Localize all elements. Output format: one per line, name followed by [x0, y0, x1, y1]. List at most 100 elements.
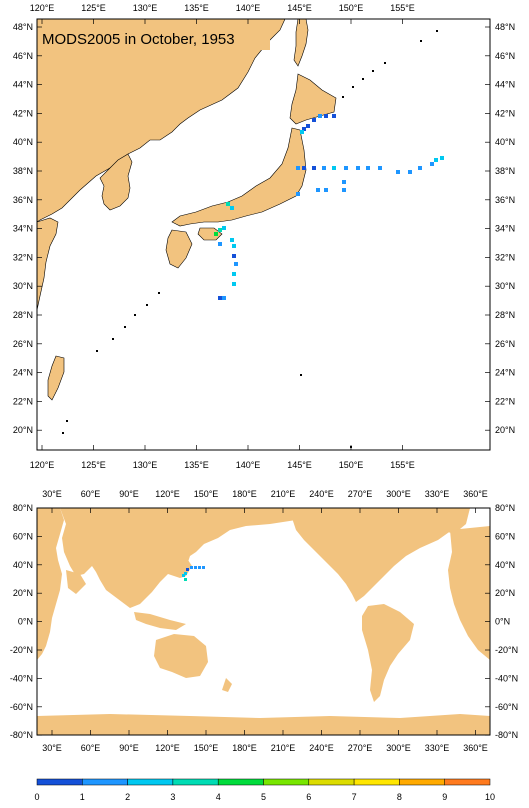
top-lon-label: 145°E: [287, 3, 312, 13]
observation-cell: [198, 566, 201, 569]
bottom-lon-label: 180°E: [232, 489, 257, 499]
top-lon-label: 120°E: [30, 460, 55, 470]
bottom-lon-label: 90°E: [119, 743, 139, 753]
bottom-lat-labels-left: 80°N 60°N 40°N 20°N 0°N -20°N -40°N -60°N -80°N: [10, 503, 33, 740]
shikoku-island: [197, 227, 223, 241]
bottom-lat-label: -20°N: [10, 645, 33, 655]
bottom-lat-label: 60°N: [495, 531, 515, 541]
colorbar-label: 4: [216, 792, 221, 802]
top-lat-label: 24°N: [495, 368, 515, 378]
top-lat-label: 42°N: [495, 108, 515, 118]
observation-cell: [378, 166, 382, 170]
bottom-lon-label: 30°E: [42, 489, 62, 499]
observation-cell: [356, 166, 360, 170]
top-lat-label: 30°N: [13, 281, 33, 291]
colorbar-swatch: [217, 778, 264, 786]
new-zealand: [222, 678, 232, 692]
colorbar-swatch: [82, 778, 128, 786]
top-lat-label: 36°N: [495, 195, 515, 205]
top-lon-label: 150°E: [339, 460, 364, 470]
map-title: MODS2005 in October, 1953: [42, 31, 235, 48]
colorbar-swatch: [444, 778, 491, 786]
top-ticks: [37, 19, 490, 450]
observation-cell: [182, 574, 185, 577]
top-lon-labels-top: 120°E 125°E 130°E 135°E 140°E 145°E 150°E 155°E: [30, 3, 415, 13]
bottom-lon-label: 90°E: [119, 489, 139, 499]
top-lat-label: 36°N: [13, 195, 33, 205]
colorbar-label: 8: [397, 792, 402, 802]
top-lon-label: 150°E: [339, 3, 364, 13]
top-map-land: [36, 18, 337, 401]
top-lon-label: 145°E: [287, 460, 312, 470]
colorbar: 0 1 2 3 4 5 6 7 8 9 10: [34, 778, 495, 802]
observation-cell: [408, 170, 412, 174]
bottom-lon-labels-top: 30°E 60°E 90°E 120°E 150°E 180°E 210°E 240°E 270…: [42, 489, 488, 499]
observation-cell: [342, 188, 346, 192]
bottom-lon-label: 120°E: [155, 489, 180, 499]
colorbar-swatch: [353, 778, 400, 786]
top-lon-label: 130°E: [133, 3, 158, 13]
top-lat-label: 38°N: [495, 166, 515, 176]
bottom-lat-label: 0°N: [495, 617, 510, 627]
top-lat-label: 22°N: [495, 396, 515, 406]
top-lon-label: 155°E: [390, 460, 415, 470]
bottom-lon-label: 120°E: [155, 743, 180, 753]
china-coast: [36, 217, 59, 311]
observation-cell: [232, 254, 236, 258]
colorbar-swatch: [172, 778, 219, 786]
bottom-lon-label: 150°E: [194, 743, 219, 753]
bottom-lat-label: 20°N: [13, 588, 33, 598]
observation-cell: [190, 566, 193, 569]
bottom-lat-label: -80°N: [495, 730, 518, 740]
bottom-lon-label: 150°E: [194, 489, 219, 499]
bottom-lat-label: -80°N: [10, 730, 33, 740]
observation-cell: [202, 566, 205, 569]
observation-cell: [184, 572, 187, 575]
bottom-lat-label: 0°N: [18, 617, 33, 627]
bottom-lon-label: 270°E: [348, 489, 373, 499]
observation-cell: [312, 166, 316, 170]
colorbar-label: 5: [261, 792, 266, 802]
observation-cell: [194, 566, 197, 569]
observation-cell: [316, 188, 320, 192]
bottom-lon-label: 60°E: [81, 743, 101, 753]
observation-cell: [418, 166, 422, 170]
bottom-lat-label: 40°N: [13, 560, 33, 570]
top-lat-label: 20°N: [13, 425, 33, 435]
top-lat-label: 42°N: [13, 108, 33, 118]
observation-cell: [218, 242, 222, 246]
colorbar-swatch: [308, 778, 355, 786]
bottom-map-land: [37, 508, 490, 735]
top-lat-label: 46°N: [495, 51, 515, 61]
greenland: [432, 508, 470, 534]
bottom-lat-labels-right: 80°N 60°N 40°N 20°N 0°N -20°N -40°N -60°N -80°N: [495, 503, 518, 740]
top-lat-label: 40°N: [13, 137, 33, 147]
colorbar-label: 2: [125, 792, 130, 802]
bottom-lat-label: 20°N: [495, 588, 515, 598]
observation-cell: [312, 118, 316, 122]
observation-cell: [226, 202, 230, 206]
top-lon-label: 125°E: [81, 3, 106, 13]
bottom-lat-label: 60°N: [13, 531, 33, 541]
observation-cell: [296, 192, 300, 196]
sakhalin-island: [293, 18, 309, 67]
bottom-lon-label: 300°E: [386, 743, 411, 753]
top-lat-label: 30°N: [495, 281, 515, 291]
antarctica: [37, 714, 490, 735]
bottom-map: 30°E 60°E 90°E 120°E 150°E 180°E 210°E 240°E 270…: [10, 489, 518, 753]
observation-cell: [440, 156, 444, 160]
bottom-lat-label: -40°N: [495, 673, 518, 683]
colorbar-label: 6: [306, 792, 311, 802]
top-lat-label: 26°N: [495, 339, 515, 349]
top-lat-labels-left: 48°N 46°N 44°N 42°N 40°N 38°N 36°N 34°N 32°N 30°N…: [13, 22, 33, 435]
top-lon-label: 125°E: [81, 460, 106, 470]
top-lat-label: 34°N: [13, 224, 33, 234]
bottom-lon-label: 30°E: [42, 743, 62, 753]
bottom-lon-label: 240°E: [309, 489, 334, 499]
australia: [154, 634, 208, 678]
colorbar-swatch: [399, 778, 445, 786]
arabia: [66, 570, 86, 594]
top-lat-label: 20°N: [495, 425, 515, 435]
korea-peninsula: [99, 153, 133, 211]
bottom-lat-label: 80°N: [495, 503, 515, 513]
